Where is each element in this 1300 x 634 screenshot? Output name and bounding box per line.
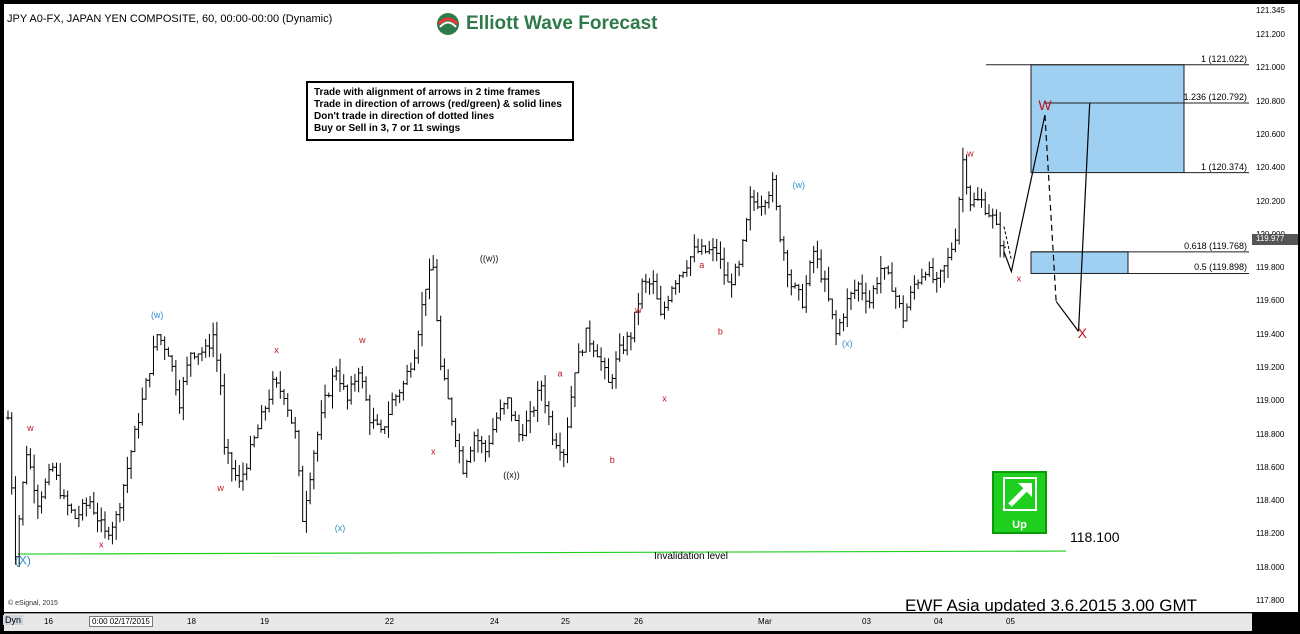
projection-solid-path (1055, 301, 1079, 332)
x-tick-label: 22 (385, 617, 394, 626)
y-tick-label: 119.800 (1256, 263, 1285, 273)
y-tick-label: 119.400 (1256, 329, 1285, 339)
chart-title: JPY A0-FX, JAPAN YEN COMPOSITE, 60, 00:0… (7, 13, 333, 25)
y-tick-label: 117.800 (1256, 596, 1285, 605)
y-tick-label: 118.200 (1256, 529, 1285, 539)
wave-label: x (274, 345, 279, 355)
y-tick-label: 118.800 (1256, 429, 1285, 439)
x-tick-label: 0:00 02/17/2015 (89, 616, 153, 627)
price-axis: 121.345 121.200 121.000 120.800 120.600 120.4… (1252, 4, 1298, 612)
x-tick-label: Mar (758, 617, 772, 626)
fib-label: 0.618 (119.768) (1184, 240, 1247, 251)
y-tick-label: 121.345 (1256, 6, 1285, 15)
wave-label: (x) (842, 338, 853, 348)
wave-label: w (634, 305, 642, 315)
y-tick-label: 120.800 (1256, 96, 1285, 106)
y-tick-label: 120.600 (1256, 129, 1285, 139)
fib-box-upper (1030, 64, 1185, 174)
projection-dashed-path (1044, 114, 1057, 302)
invalidation-line (17, 550, 1067, 555)
x-tick-label: 04 (934, 617, 943, 626)
y-tick-label: 119.600 (1256, 296, 1285, 306)
y-tick-label: 119.200 (1256, 362, 1285, 372)
x-tick-label: Dyn (3, 615, 24, 625)
fib-label: 1.236 (120.792) (1183, 92, 1247, 103)
y-tick-label: 121.200 (1256, 30, 1285, 40)
rule-line: Trade in direction of arrows (red/green)… (314, 99, 562, 110)
wave-label: (w) (793, 180, 806, 190)
wave-label: a (699, 260, 704, 270)
invalidation-value: 118.100 (1070, 529, 1120, 545)
wave-label: x (431, 447, 436, 457)
fib-label: 1 (120.374) (1200, 161, 1247, 172)
wave-label: b (718, 327, 723, 337)
projection-dashed-path (1003, 226, 1012, 260)
time-axis: Dyn 16 0:00 02/17/2015 18 19 22 24 25 26 Mar 03 04 0… (3, 613, 1252, 631)
y-tick-label: 120.200 (1256, 196, 1285, 206)
x-tick-label: 16 (44, 617, 53, 626)
wave-label: (x) (335, 523, 346, 533)
rule-line: Trade with alignment of arrows in 2 time… (314, 87, 541, 98)
y-tick-label: 120.400 (1256, 163, 1285, 173)
x-tick-label: 05 (1006, 617, 1015, 626)
rule-line: Don't trade in direction of dotted lines (314, 111, 495, 122)
plot-area: w x (X) (w) w x w (x) x ((w)) ((x)) a b w x a b (w) (x) w x W… (4, 4, 1252, 615)
wave-label: b (610, 455, 615, 465)
wave-label: ((w)) (480, 253, 499, 263)
wave-label: x (662, 393, 667, 403)
y-tick-label: 119.000 (1256, 396, 1285, 406)
update-footer: EWF Asia updated 3.6.2015 3.00 GMT (905, 596, 1197, 615)
fib-box-lower (1030, 251, 1129, 274)
x-tick-label: 18 (187, 617, 196, 626)
projection-solid-path (1077, 103, 1091, 332)
y-tick-label: 118.600 (1256, 462, 1285, 472)
fib-label: 0.5 (119.898) (1194, 262, 1247, 273)
wave-label: W (1038, 97, 1052, 113)
up-right-arrow-icon (1003, 477, 1037, 511)
wave-label: a (558, 368, 563, 378)
rules-box: Trade with alignment of arrows in 2 time… (306, 81, 574, 141)
x-tick-label: 26 (634, 617, 643, 626)
wave-label: (w) (151, 310, 164, 320)
x-tick-label: 19 (260, 617, 269, 626)
y-tick-label: 118.000 (1256, 562, 1285, 572)
up-label: Up (1012, 519, 1027, 531)
trend-up-badge: Up (992, 471, 1047, 534)
brand-logo: Elliott Wave Forecast (436, 12, 657, 36)
wave-label: w (358, 335, 366, 345)
x-tick-label: 03 (862, 617, 871, 626)
y-tick-label: 118.400 (1256, 496, 1285, 506)
rule-line: Buy or Sell in 3, 7 or 11 swings (314, 123, 461, 134)
copyright: © eSignal, 2015 (8, 600, 58, 607)
brand-name: Elliott Wave Forecast (466, 13, 658, 34)
wave-label: x (1017, 273, 1022, 283)
wave-label: ((x)) (503, 470, 520, 480)
current-price-label: 119.977 (1252, 233, 1298, 245)
ewf-globe-icon (437, 13, 459, 35)
x-tick-label: 24 (490, 617, 499, 626)
projection-solid-path (1003, 114, 1046, 274)
wave-label: X (1078, 325, 1088, 341)
y-tick-label: 121.000 (1256, 63, 1285, 73)
wave-label: (X) (15, 553, 31, 567)
fib-label: 1 (121.022) (1200, 53, 1247, 64)
wave-label: w (26, 423, 34, 433)
wave-label: w (216, 483, 224, 493)
wave-label: w (966, 149, 974, 159)
price-chart: w x (X) (w) w x w (x) x ((w)) ((x)) a b w x a b (w) (x) w x W… (6, 64, 1249, 567)
x-tick-label: 25 (561, 617, 570, 626)
wave-label: x (99, 540, 104, 550)
invalidation-label: Invalidation level (654, 551, 728, 562)
